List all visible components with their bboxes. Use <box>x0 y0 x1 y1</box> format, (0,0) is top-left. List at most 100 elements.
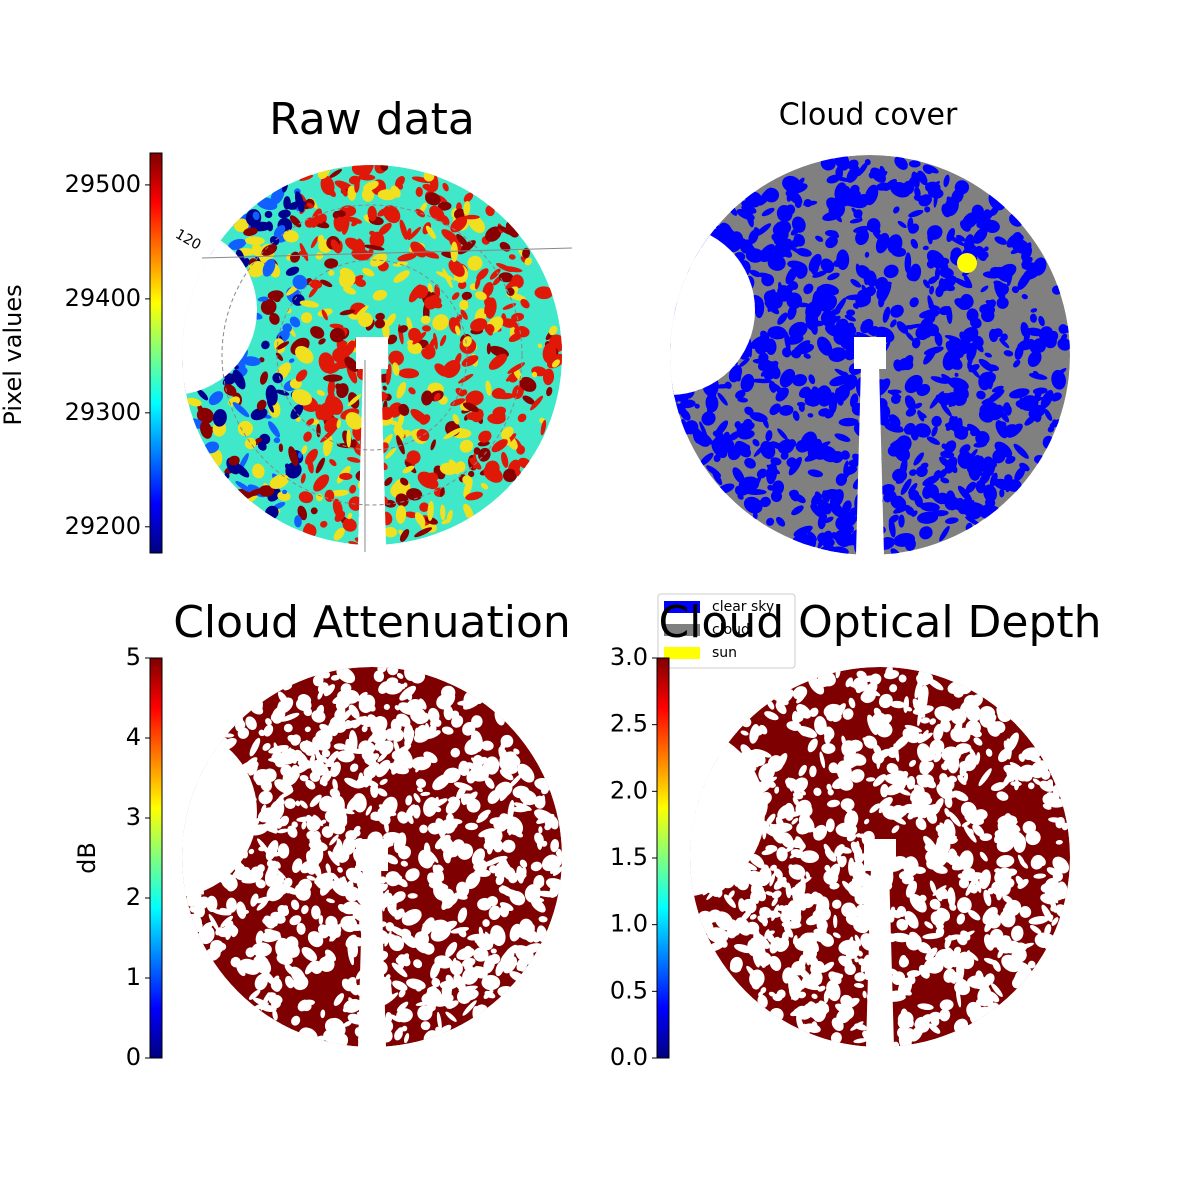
sky-blob <box>394 908 405 920</box>
sky-blob <box>943 819 956 839</box>
sky-blob <box>935 926 945 938</box>
sky-blob <box>329 169 342 179</box>
sky-blob <box>248 989 261 1000</box>
sky-blob <box>1052 419 1059 425</box>
sky-blob <box>727 445 742 461</box>
sky-blob <box>296 922 306 935</box>
sky-blob <box>1032 387 1048 395</box>
sky-image <box>670 155 1070 555</box>
sky-blob <box>291 389 313 406</box>
sky-blob <box>511 274 524 289</box>
sky-blob <box>550 839 560 853</box>
sky-blob <box>939 1008 951 1022</box>
sky-blob <box>838 855 847 868</box>
sky-blob <box>497 225 514 236</box>
sky-blob <box>752 726 764 736</box>
sky-blob <box>512 785 530 799</box>
sky-blob <box>884 423 904 433</box>
sky-blob <box>538 916 548 923</box>
sky-blob <box>358 694 376 713</box>
sky-blob <box>255 879 266 889</box>
sky-blob <box>264 210 273 219</box>
sky-blob <box>971 730 982 738</box>
sky-blob <box>752 511 758 520</box>
sky-blob <box>927 797 933 805</box>
sky-blob <box>1040 389 1054 409</box>
sky-blob <box>904 395 916 411</box>
sky-blob <box>273 742 280 757</box>
legend-swatch <box>664 624 700 636</box>
sky-blob <box>832 899 842 909</box>
sky-blob <box>450 747 460 758</box>
sky-blob <box>912 727 919 742</box>
sky-blob <box>437 920 458 933</box>
sky-blob <box>290 251 300 263</box>
sky-blob <box>914 423 931 438</box>
sky-blob <box>786 721 802 731</box>
sky-blob <box>784 838 794 847</box>
sky-blob <box>530 861 543 872</box>
sky-blob <box>450 926 470 934</box>
sky-blob <box>1052 856 1070 874</box>
sky-blob <box>898 871 909 880</box>
sky-blob <box>321 749 331 758</box>
sky-blob <box>751 853 765 869</box>
sky-blob <box>862 990 867 999</box>
sky-blob <box>834 433 851 442</box>
sky-blob <box>939 525 950 542</box>
sky-blob <box>824 516 834 523</box>
sky-blob <box>1017 878 1029 889</box>
sky-blob <box>869 803 881 814</box>
sky-blob <box>413 959 423 969</box>
sky-blob <box>298 491 314 504</box>
sky-blob <box>208 391 224 406</box>
sky-blob <box>992 328 1003 338</box>
sky-blob <box>967 312 973 319</box>
sky-blob <box>548 815 559 830</box>
sky-blob <box>978 977 990 989</box>
sky-blob <box>785 967 797 975</box>
sky-blob <box>943 760 954 767</box>
sky-blob <box>292 749 303 762</box>
sky-blob <box>498 272 514 283</box>
sky-blob <box>769 873 776 887</box>
sky-blob <box>329 834 339 846</box>
sky-blob <box>262 742 271 751</box>
sky-blob <box>821 530 833 548</box>
sky-blob <box>742 898 757 914</box>
sky-blob <box>329 327 345 343</box>
sky-blob <box>421 917 435 936</box>
sky-blob <box>929 285 935 295</box>
sky-blob <box>350 936 365 947</box>
sky-blob <box>793 711 804 723</box>
sky-blob <box>763 776 778 786</box>
sky-blob <box>432 864 445 882</box>
sky-blob <box>340 183 347 197</box>
sky-blob <box>1028 372 1048 380</box>
sky-blob <box>773 691 787 701</box>
sky-blob <box>538 826 543 834</box>
sky-blob <box>825 818 835 833</box>
sky-blob <box>944 335 961 342</box>
sky-blob <box>882 805 900 820</box>
sky-blob <box>920 717 930 724</box>
sky-blob <box>351 248 371 261</box>
sky-blob <box>796 248 812 257</box>
sky-blob <box>246 488 263 497</box>
sky-blob <box>424 998 438 1015</box>
sky-blob <box>263 724 274 737</box>
sky-blob <box>964 872 984 881</box>
sky-blob <box>903 696 910 713</box>
colorbar-tick-label: 2 <box>126 883 141 911</box>
sky-blob <box>375 312 385 321</box>
sky-blob <box>922 475 940 487</box>
sky-blob <box>301 312 313 324</box>
sky-blob <box>349 484 357 494</box>
sky-blob <box>777 312 788 325</box>
sky-blob <box>369 230 375 236</box>
sky-blob <box>740 373 755 393</box>
sky-blob <box>904 374 923 394</box>
sky-blob <box>395 505 407 524</box>
sky-blob <box>929 391 944 409</box>
sky-blob <box>893 532 916 547</box>
